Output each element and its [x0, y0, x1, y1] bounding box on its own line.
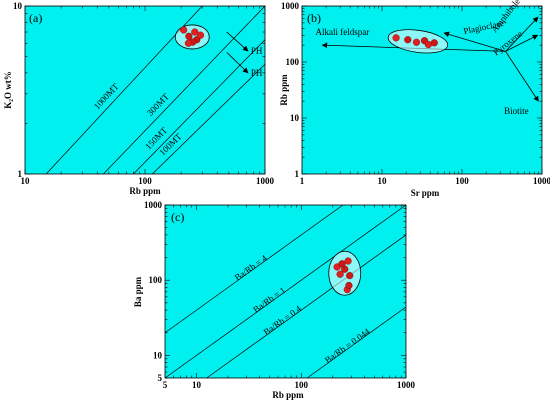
panel-b-ytick-label: 10: [290, 113, 300, 123]
panel-c-ytick-label: 100: [149, 275, 163, 285]
panel-a-label: (a): [29, 11, 42, 25]
panel-a-arrow: [226, 52, 249, 74]
panel-c-ytick-label: 1000: [144, 200, 163, 210]
panel-b-ytick-label: 1: [295, 169, 300, 179]
panel-b-vector: [443, 31, 506, 52]
panel-b-ytick-label: 100: [286, 57, 300, 67]
panel-b-vector-label: Alkali feldspar: [316, 27, 370, 37]
panel-c-data-point: [345, 281, 353, 290]
panel-a-arrow: [226, 31, 249, 52]
panel-b-vector: [505, 51, 539, 102]
panel-a-xlabel: Rb ppm: [129, 186, 161, 196]
panel-c-label: (c): [171, 210, 184, 224]
panel-a-data-point: [185, 32, 193, 40]
panel-a-data-point: [180, 26, 188, 34]
panel-c-data-point: [341, 265, 349, 273]
panel-b-data-point: [412, 38, 421, 46]
panel-c: (c) Rb ppm Ba ppm 5 10 100 10005101001000Ba…: [133, 200, 416, 400]
panel-b-vector: [505, 34, 539, 52]
panel-a-reference-line: [133, 39, 266, 175]
panel-a-xtick-label: 1000: [256, 176, 275, 186]
panel-b-data-point: [392, 34, 400, 42]
panel-c-xtick-label: 10: [192, 380, 202, 390]
panel-b-ylabel: Rb ppm: [279, 74, 289, 106]
panel-a-ylabel: K₂O wt%: [3, 71, 13, 108]
panel-a-arrow-label: PH: [251, 46, 263, 56]
panel-c-data-point: [336, 270, 344, 278]
panel-a-data-point: [196, 31, 205, 39]
panel-b-vector: [505, 16, 539, 52]
panel-b-xtick-label: 1000: [533, 176, 550, 186]
panel-a-reference-line: [152, 64, 266, 175]
panel-c-xtick-label: 100: [295, 380, 309, 390]
panel-a-data-point: [184, 39, 193, 47]
panel-c-reference-line: [164, 204, 344, 334]
panel-a-ytick-label: 1: [18, 169, 23, 179]
panel-c-field-ellipse: [328, 250, 362, 296]
panel-c-data-point: [344, 257, 352, 265]
panel-c-reference-line: [306, 306, 407, 379]
panel-a-xtick-label: 10: [21, 176, 31, 186]
panel-a-reference-line: [103, 5, 266, 175]
panel-b-xlabel: Sr ppm: [411, 188, 440, 198]
panel-b-data-point: [404, 36, 412, 44]
panel-b-vector-label: Biotite: [504, 106, 529, 116]
panel-a-xtick-label: 100: [138, 176, 152, 186]
panel-c-reference-line: [206, 234, 407, 379]
panel-a-ytick-label: 10: [13, 1, 23, 11]
panel-b-data-point: [430, 39, 438, 47]
panel-b-xtick-label: 1: [300, 176, 305, 186]
panel-a-arrow-label: PH: [251, 68, 263, 78]
panel-b-xtick-label: 10: [378, 176, 388, 186]
panel-b-xtick-label: 100: [455, 176, 469, 186]
panel-c-xlabel: Rb ppm: [272, 390, 304, 400]
panel-c-ytick-label: 10: [153, 350, 163, 360]
panel-c-ylabel: Ba ppm: [133, 276, 143, 307]
panel-c-ytick-label: 5: [158, 373, 163, 383]
panel-b: (b) Sr ppm Rb ppm 1 10 100 1000 1 10 100 1000 Al…: [279, 0, 550, 198]
panel-c-xtick-label: 5: [163, 380, 168, 390]
panel-b-label: (b): [307, 11, 321, 25]
panel-c-data-point: [346, 272, 354, 280]
panel-a-data-point: [191, 28, 199, 36]
panel-a-plot-area: [24, 5, 266, 175]
panel-b-ytick-label: 1000: [281, 1, 300, 11]
panel-c-xtick-label: 1000: [397, 380, 416, 390]
panel-c-reference-line: [164, 204, 407, 379]
